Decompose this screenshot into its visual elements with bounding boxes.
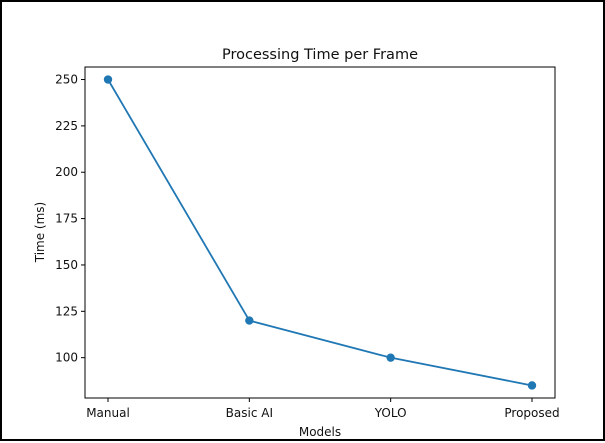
y-tick-label: 250	[55, 73, 78, 87]
y-tick-label: 125	[55, 304, 78, 318]
y-axis-label: Time (ms)	[33, 202, 47, 264]
y-tick-label: 200	[55, 165, 78, 179]
x-tick-label: Proposed	[504, 406, 559, 420]
x-tick-label: Basic AI	[226, 406, 273, 420]
x-axis-label: Models	[299, 425, 341, 439]
data-point-manual	[103, 75, 113, 84]
y-tick-label: 225	[55, 119, 78, 133]
data-point-basic-ai	[245, 316, 254, 325]
series-line	[107, 79, 533, 387]
y-tick-label: 100	[55, 351, 78, 365]
plot-area	[84, 66, 556, 399]
y-tick-label: 175	[55, 212, 78, 226]
data-point-yolo	[386, 353, 395, 362]
x-tick-label: YOLO	[374, 406, 407, 420]
series-layer	[103, 75, 537, 390]
chart-title: Processing Time per Frame	[222, 47, 418, 63]
y-axis: 100 125 150 175 200 225 250	[55, 73, 85, 365]
x-axis: Manual Basic AI YOLO Proposed	[86, 398, 560, 420]
y-tick-label: 150	[55, 258, 78, 272]
data-point-proposed	[527, 381, 537, 390]
x-tick-label: Manual	[86, 406, 130, 420]
